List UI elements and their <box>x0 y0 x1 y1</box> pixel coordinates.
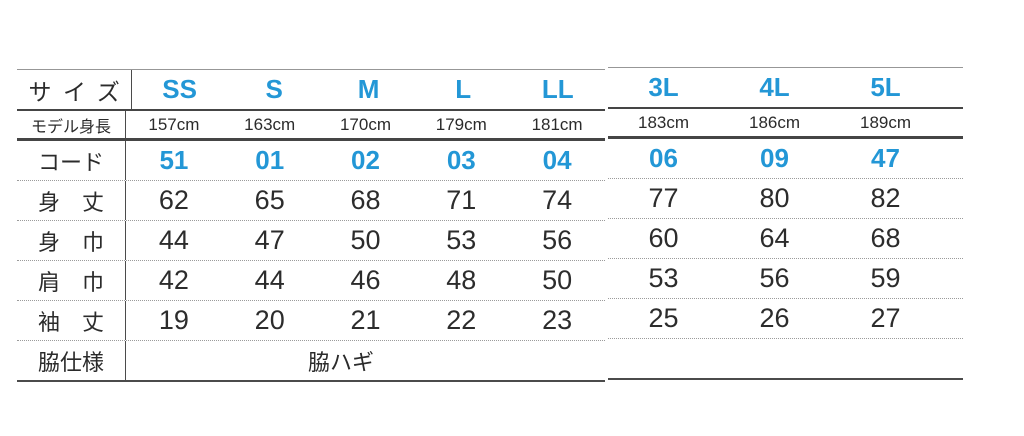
measurement-cell: 21 <box>350 305 381 335</box>
model-height-cell: 179cm <box>435 114 487 134</box>
code-cell: 09 <box>760 143 789 173</box>
measurement-cell: 68 <box>350 185 381 215</box>
model-height-cell: 186cm <box>748 112 801 132</box>
measurement-cell: 62 <box>158 185 189 215</box>
model-height-cell: 170cm <box>339 114 391 134</box>
right-edge-spacer <box>941 179 963 218</box>
size-chart-section-main: サイズ SS S M L LL モデル身長 157cm 163cm 170cm … <box>17 69 605 382</box>
size-cell-5l: 5L <box>870 72 901 102</box>
right-edge-spacer <box>941 109 963 136</box>
sleeve-length-row-label: 袖 丈 <box>17 301 126 340</box>
measurement-cell: 53 <box>446 225 477 255</box>
measurement-cell: 56 <box>759 263 790 293</box>
measurement-cell: 47 <box>254 225 285 255</box>
size-header-row: 3L 4L 5L <box>608 67 963 109</box>
body-length-row: 77 80 82 <box>608 179 963 219</box>
code-cell: 47 <box>871 143 900 173</box>
size-cell-4l: 4L <box>759 72 790 102</box>
model-height-cell: 183cm <box>637 112 690 132</box>
measurement-cell: 42 <box>158 265 189 295</box>
model-height-cell: 189cm <box>859 112 912 132</box>
code-cell: 04 <box>542 145 572 175</box>
size-header-row: サイズ SS S M L LL <box>17 69 605 111</box>
right-edge-spacer <box>941 219 963 258</box>
model-height-cell: 181cm <box>531 114 583 134</box>
shoulder-width-row: 53 56 59 <box>608 259 963 299</box>
size-chart-table: サイズ SS S M L LL モデル身長 157cm 163cm 170cm … <box>17 67 963 382</box>
side-spec-row: 脇仕様 脇ハギ <box>17 341 605 382</box>
code-cell: 03 <box>446 145 476 175</box>
side-spec-value: 脇ハギ <box>307 349 374 375</box>
side-spec-row-empty <box>608 339 963 380</box>
measurement-cell: 77 <box>648 183 679 213</box>
code-row: 06 09 47 <box>608 139 963 179</box>
size-cell-ss: SS <box>162 74 197 104</box>
measurement-cell: 23 <box>542 305 573 335</box>
measurement-cell: 44 <box>158 225 189 255</box>
measurement-cell: 27 <box>870 303 901 333</box>
shoulder-width-row-label: 肩 巾 <box>17 261 126 300</box>
shoulder-width-row: 肩 巾 42 44 46 48 50 <box>17 261 605 301</box>
empty-cell <box>608 339 963 378</box>
code-cell: 01 <box>255 145 285 175</box>
body-length-row: 身 丈 62 65 68 71 74 <box>17 181 605 221</box>
measurement-cell: 25 <box>648 303 679 333</box>
size-cell-3l: 3L <box>648 72 679 102</box>
measurement-cell: 71 <box>446 185 477 215</box>
measurement-cell: 74 <box>542 185 573 215</box>
side-spec-row-label: 脇仕様 <box>17 341 126 380</box>
model-height-row: 183cm 186cm 189cm <box>608 109 963 139</box>
model-height-row-label: モデル身長 <box>17 111 126 138</box>
measurement-cell: 50 <box>542 265 573 295</box>
measurement-cell: 48 <box>446 265 477 295</box>
size-cell-s: S <box>265 74 283 104</box>
measurement-cell: 56 <box>542 225 573 255</box>
code-cell: 06 <box>649 143 678 173</box>
size-row-label: サイズ <box>17 70 133 109</box>
code-cell: 51 <box>159 145 189 175</box>
code-row-label: コード <box>17 141 126 180</box>
measurement-cell: 22 <box>446 305 477 335</box>
measurement-cell: 60 <box>648 223 679 253</box>
measurement-cell: 59 <box>870 263 901 293</box>
size-cell-m: M <box>357 74 380 104</box>
measurement-cell: 19 <box>158 305 189 335</box>
measurement-cell: 50 <box>350 225 381 255</box>
model-height-cell: 157cm <box>148 114 200 134</box>
right-edge-spacer <box>941 139 963 178</box>
model-height-row: モデル身長 157cm 163cm 170cm 179cm 181cm <box>17 111 605 141</box>
body-width-row-label: 身 巾 <box>17 221 126 260</box>
size-cell-ll: LL <box>541 74 574 104</box>
body-width-row: 身 巾 44 47 50 53 56 <box>17 221 605 261</box>
measurement-cell: 68 <box>870 223 901 253</box>
measurement-cell: 46 <box>350 265 381 295</box>
measurement-cell: 80 <box>759 183 790 213</box>
sleeve-length-row: 25 26 27 <box>608 299 963 339</box>
size-cell-l: L <box>455 74 472 104</box>
right-edge-spacer <box>941 259 963 298</box>
right-edge-spacer <box>941 68 963 107</box>
model-height-cell: 163cm <box>244 114 296 134</box>
measurement-cell: 26 <box>759 303 790 333</box>
measurement-cell: 65 <box>254 185 285 215</box>
measurement-cell: 64 <box>759 223 790 253</box>
code-cell: 02 <box>351 145 380 175</box>
body-length-row-label: 身 丈 <box>17 181 126 220</box>
right-edge-spacer <box>941 299 963 338</box>
body-width-row: 60 64 68 <box>608 219 963 259</box>
sleeve-length-row: 袖 丈 19 20 21 22 23 <box>17 301 605 341</box>
measurement-cell: 20 <box>254 305 285 335</box>
size-chart-section-large: 3L 4L 5L 183cm 186cm 189cm 06 09 47 77 8… <box>608 67 963 380</box>
measurement-cell: 44 <box>254 265 285 295</box>
measurement-cell: 53 <box>648 263 679 293</box>
code-row: コード 51 01 02 03 04 <box>17 141 605 181</box>
measurement-cell: 82 <box>870 183 901 213</box>
